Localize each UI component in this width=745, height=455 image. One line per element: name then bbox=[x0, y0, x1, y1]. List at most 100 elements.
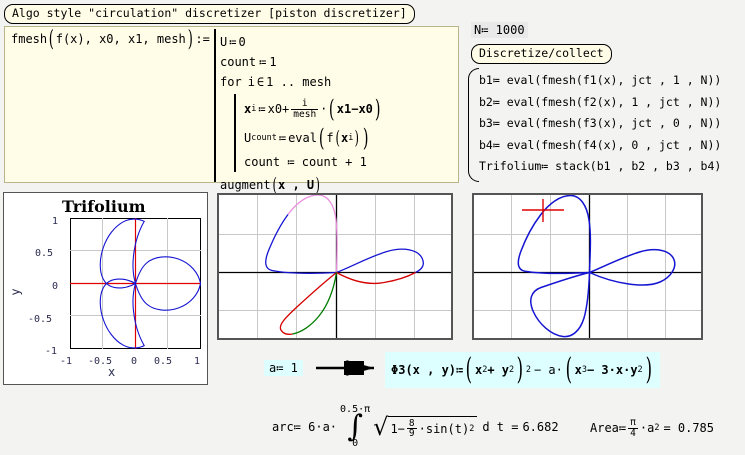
integral-upper-limit: 0.5·π bbox=[340, 404, 371, 415]
page-title: Algo style "circulation" discretizer [pi… bbox=[12, 6, 407, 20]
radical-sign-icon: √ bbox=[373, 413, 389, 441]
sin-exponent: 2 bbox=[469, 423, 475, 434]
plot1-ytick-05: 0.5 bbox=[35, 248, 54, 259]
n-assignment-text: N≔ 1000 bbox=[474, 23, 525, 37]
line5-lhs: U bbox=[244, 131, 252, 145]
open-paren-icon: ( bbox=[565, 352, 572, 387]
line2-lhs: count bbox=[220, 55, 257, 69]
phi3-mid: − 3·x·y bbox=[586, 363, 638, 377]
area-lhs: Area≔ bbox=[590, 421, 627, 435]
close-paren-icon: ) bbox=[645, 352, 652, 387]
plot1-xtick-m1: -1 bbox=[60, 356, 73, 367]
close-paren-icon: ) bbox=[516, 352, 524, 387]
collect-line-b2[interactable]: b2≔ eval(fmesh(f2(x), 1 , jct , N)) bbox=[479, 92, 721, 114]
open-paren-icon: ( bbox=[272, 174, 277, 196]
fraction-numerator: π bbox=[630, 417, 636, 428]
area-a-exponent: 2 bbox=[654, 423, 660, 433]
fraction-denominator: 4 bbox=[628, 427, 638, 439]
plot3-canvas[interactable] bbox=[473, 194, 702, 339]
a-assignment[interactable]: a≔ 1 bbox=[264, 360, 303, 376]
radicand-tail: ·sin(t) bbox=[418, 421, 470, 436]
plot1-canvas[interactable] bbox=[70, 218, 201, 349]
close-paren-icon: ) bbox=[354, 127, 360, 149]
header-title-capsule[interactable]: Algo style "circulation" discretizer [pi… bbox=[4, 4, 415, 24]
element-of-icon: ∈ bbox=[256, 75, 265, 89]
area-mid: ·a bbox=[639, 421, 655, 435]
dt-differential: d t = bbox=[482, 420, 519, 434]
open-paren-icon: ( bbox=[329, 95, 335, 123]
open-paren-icon: ( bbox=[48, 26, 54, 52]
plot-panel-trifolium[interactable]: Trifolium y x 1 0.5 0 -0.5 -1 -1 -0.5 0 … bbox=[3, 192, 208, 385]
eight-ninths-fraction: 8 9 bbox=[406, 417, 417, 439]
fmesh-definition-region[interactable]: fmesh ( f(x), x0, x1, mesh ) := U ≔ 0 co… bbox=[4, 26, 459, 195]
line4-lhs-sub: i bbox=[251, 104, 257, 114]
line4-op: ≔ bbox=[258, 102, 266, 116]
body-line-4: x i ≔ x0+ i mesh · ( x1−x0 ) bbox=[244, 94, 382, 124]
body-line-3-for: for i ∈ 1 .. mesh bbox=[220, 72, 382, 92]
plot-panel-trace[interactable]: 0.5 0 -0.5 -1 0 1 y x bbox=[472, 193, 703, 340]
body-line-7-augment: augment ( x , U ) bbox=[220, 175, 382, 195]
inner-fn: f bbox=[326, 131, 334, 145]
radical-expression: √ 1− 8 9 ·sin(t) 2 bbox=[373, 413, 478, 441]
plot2-series-b3 bbox=[292, 272, 338, 335]
fraction-denominator: mesh bbox=[291, 108, 319, 120]
line2-op: ≔ bbox=[259, 55, 267, 69]
line2-rhs: 1 bbox=[269, 55, 277, 69]
right-arrow-icon bbox=[316, 360, 374, 376]
n-assignment[interactable]: N≔ 1000 bbox=[471, 22, 528, 38]
program-body-bar bbox=[214, 29, 216, 182]
phi3-x3-exp: 3 bbox=[581, 365, 587, 375]
loop-range: 1 .. mesh bbox=[266, 75, 332, 89]
phi3-plusy: + y bbox=[487, 363, 510, 377]
plot2-series-b1 bbox=[265, 214, 337, 275]
radicand-lead: 1− bbox=[390, 421, 405, 436]
define-op: := bbox=[195, 32, 210, 46]
plot1-xlabel: x bbox=[108, 365, 116, 379]
plot2-series-b1b bbox=[336, 248, 424, 274]
collect-line-b2-text: b2≔ eval(fmesh(f2(x), 1 , jct , N)) bbox=[479, 94, 722, 109]
body-line-5: U count ≔ eval ( f ( x i ) ) bbox=[244, 124, 382, 152]
fraction-numerator: 8 bbox=[408, 417, 415, 429]
plot3-trifolium-curve bbox=[517, 194, 676, 338]
collect-line-b1[interactable]: b1≔ eval(fmesh(f1(x), jct , 1 , N)) bbox=[479, 70, 721, 92]
line1-lhs: U bbox=[220, 35, 228, 49]
for-loop-block: x i ≔ x0+ i mesh · ( x1−x0 ) U count ≔ e… bbox=[234, 94, 382, 172]
body-line-2: count ≔ 1 bbox=[220, 52, 382, 72]
open-paren-icon: ( bbox=[318, 124, 325, 152]
loop-var: i bbox=[247, 75, 255, 89]
eval-call: eval bbox=[288, 131, 317, 145]
arc-length-formula[interactable]: arc≔ 6·a· 0.5·π ∫ 0 √ 1− 8 9 ·sin(t) 2 d… bbox=[272, 405, 559, 449]
a-assignment-text: a≔ 1 bbox=[269, 361, 298, 375]
left-brace-icon bbox=[468, 68, 479, 182]
radicand: 1− 8 9 ·sin(t) 2 bbox=[388, 415, 478, 439]
plot2-canvas[interactable] bbox=[218, 194, 452, 339]
phi3-x: x bbox=[474, 363, 483, 377]
discretize-collect-label: Discretize/collect bbox=[479, 46, 604, 60]
plot1-ytick-m05: -0.5 bbox=[28, 314, 53, 325]
inner-arg: x bbox=[341, 131, 349, 145]
collect-line-b4[interactable]: b4≔ eval(fmesh(f4(x), 0 , jct , N)) bbox=[479, 135, 721, 157]
collect-line-trifolium-text: Trifolium≔ stack(b1 , b2 , b3 , b4) bbox=[479, 159, 722, 173]
close-paren-icon: ) bbox=[362, 124, 369, 152]
for-keyword: for bbox=[220, 75, 242, 89]
collect-line-b3[interactable]: b3≔ eval(fmesh(f3(x), jct , 0 , N)) bbox=[479, 113, 721, 135]
close-paren-icon: ) bbox=[374, 95, 381, 123]
line4-inner: x1−x0 bbox=[336, 102, 373, 116]
plot1-xtick-1: 1 bbox=[194, 356, 201, 367]
plot-panel-segments[interactable]: 0.5 0 -0.5 -1 0 1 y x bbox=[217, 193, 453, 340]
phi3-x3: x bbox=[574, 363, 582, 377]
phi3-y-exp: 2 bbox=[509, 365, 515, 375]
plot1-trifolium-curve bbox=[99, 218, 201, 349]
arc-lhs: arc≔ 6·a· bbox=[272, 420, 338, 434]
discretize-collect-button[interactable]: Discretize/collect bbox=[471, 44, 612, 64]
line4-mult: · bbox=[320, 102, 328, 116]
plot1-ytick-0: 0 bbox=[52, 281, 59, 292]
fmesh-args: f(x), x0, x1, mesh bbox=[55, 32, 186, 46]
area-result: = 0.785 bbox=[663, 421, 715, 435]
phi3-definition[interactable]: Φ3(x , y)≔ ( x 2 + y 2 ) 2 − a· ( x 3 − … bbox=[385, 352, 661, 388]
collect-line-trifolium[interactable]: Trifolium≔ stack(b1 , b2 , b3 , b4) bbox=[479, 156, 721, 178]
collect-lines: b1≔ eval(fmesh(f1(x), jct , 1 , N)) b2≔ … bbox=[479, 70, 721, 178]
fraction-numerator: i bbox=[301, 98, 308, 109]
phi3-outer-exp: 2 bbox=[525, 365, 531, 375]
area-formula[interactable]: Area≔ π 4 ·a 2 = 0.785 bbox=[590, 418, 714, 438]
